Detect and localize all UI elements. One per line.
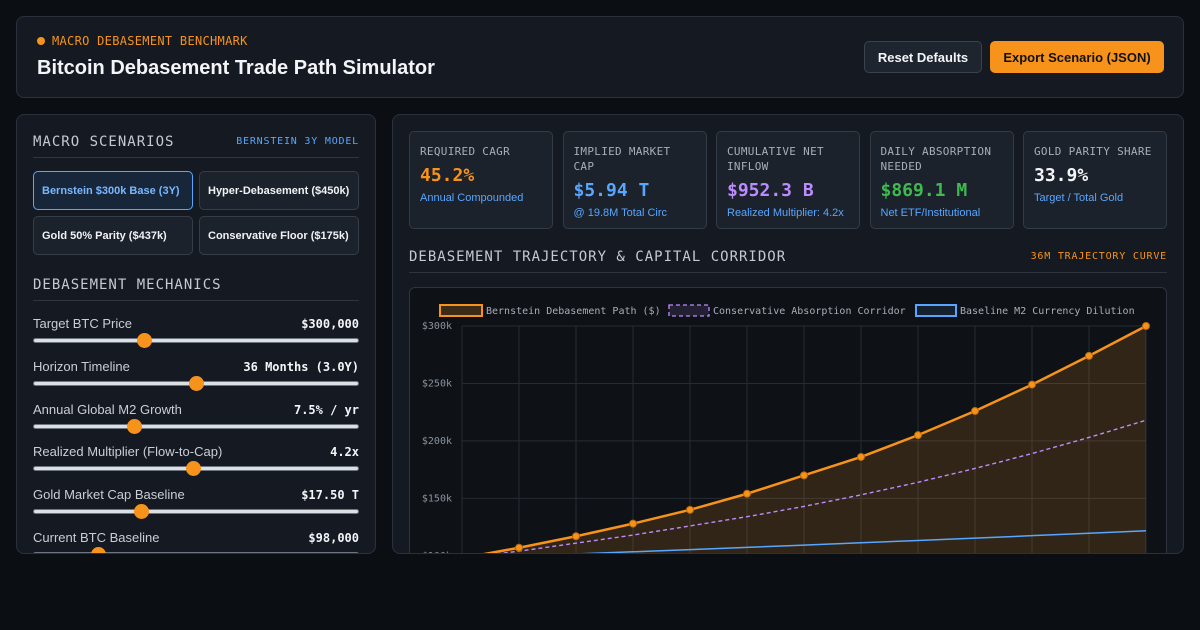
slider-realized-multiplier: Realized Multiplier (Flow-to-Cap) 4.2x (33, 444, 359, 478)
slider-label: Current BTC Baseline (33, 530, 160, 545)
slider-label: Gold Market Cap Baseline (33, 487, 185, 503)
data-point-bernstein (515, 543, 523, 552)
slider-current-btc-baseline: Current BTC Baseline $98,000 (33, 530, 359, 553)
y-tick-label: $200k (422, 436, 452, 447)
kpi-cumulative-net-inflow: CUMULATIVE NET INFLOW $952.3 B Realized Mu… (716, 131, 860, 229)
slider-value: $98,000 (308, 531, 359, 545)
kpi-label: GOLD PARITY SHARE (1034, 145, 1152, 158)
slider-thumb[interactable] (185, 461, 201, 477)
data-point-bernstein (914, 431, 922, 440)
slider-value: $17.50 T (301, 488, 359, 503)
kpi-label: IMPLIED MARKET CAP (573, 145, 671, 173)
legend-m2-dilution-swatch (915, 304, 957, 317)
kpi-subtext: Annual Compounded (420, 192, 524, 204)
kpi-value: 45.2% (420, 165, 475, 186)
slider-horizon-timeline: Horizon Timeline 36 Months (3.0Y) (33, 359, 359, 393)
scenario-conservative-floor[interactable]: Conservative Floor ($175k) (199, 216, 359, 255)
y-tick-label: $250k (422, 378, 452, 389)
slider-thumb[interactable] (133, 504, 149, 520)
kpi-subtext: Realized Multiplier: 4.2x (727, 207, 844, 219)
kpi-subtext: Net ETF/Institutional (880, 207, 981, 219)
data-point-bernstein (572, 532, 580, 541)
y-tick-label: $100k (422, 551, 452, 554)
data-point-bernstein (857, 452, 865, 461)
reset-defaults-button[interactable]: Reset Defaults (864, 41, 982, 73)
chart-section-tag: 36M TRAJECTORY CURVE (1030, 251, 1167, 262)
legend-conservative-swatch (668, 304, 710, 317)
slider-value: 4.2x (330, 445, 359, 460)
slider-label: Annual Global M2 Growth (33, 401, 182, 417)
slider-track[interactable] (33, 338, 359, 343)
data-point-bernstein (743, 489, 751, 498)
kpi-label: DAILY ABSORPTION NEEDED (880, 145, 992, 173)
chart-section-title: DEBASEMENT TRAJECTORY & CAPITAL CORRIDOR (409, 249, 787, 265)
trajectory-chart: $300k $250k $200k $150k $100k Bernstein Debas… (409, 287, 1167, 554)
slider-global-m2-growth: Annual Global M2 Growth 7.5% / yr (33, 402, 359, 436)
kpi-value: $952.3 B (727, 180, 814, 201)
data-point-bernstein (1142, 322, 1150, 330)
y-tick-label: $300k (422, 321, 452, 332)
slider-label: Target BTC Price (33, 316, 132, 331)
scenario-gold-parity[interactable]: Gold 50% Parity ($437k) (33, 216, 193, 255)
series-line-m2-dilution (581, 529, 1147, 553)
kpi-value: 33.9% (1034, 165, 1089, 186)
chart-heading: DEBASEMENT TRAJECTORY & CAPITAL CORRIDOR… (409, 249, 1167, 273)
kpi-daily-absorption: DAILY ABSORPTION NEEDED $869.1 M Net ETF/I… (869, 131, 1014, 229)
export-scenario-button[interactable]: Export Scenario (JSON) (990, 41, 1164, 73)
kpi-value: $5.94 T (573, 180, 650, 201)
slider-label: Realized Multiplier (Flow-to-Cap) (33, 444, 223, 460)
kpi-implied-market-cap: IMPLIED MARKET CAP $5.94 T @ 19.8M Total C… (562, 131, 707, 229)
slider-value: 36 Months (3.0Y) (243, 359, 359, 374)
legend-bernstein-label: Bernstein Debasement Path ($) (486, 306, 661, 317)
header-kicker: MACRO DEBASEMENT BENCHMARK (37, 34, 248, 48)
data-point-bernstein (971, 407, 979, 416)
slider-label: Horizon Timeline (33, 358, 130, 374)
slider-thumb[interactable] (189, 375, 204, 391)
page-title: Bitcoin Debasement Trade Path Simulator (37, 57, 435, 79)
scenarios-title: MACRO SCENARIOS (33, 134, 175, 150)
results-panel: REQUIRED CAGR 45.2% Annual Compounded IMPLI… (392, 114, 1184, 554)
slider-track[interactable] (33, 552, 359, 553)
controls-panel: MACRO SCENARIOS BERNSTEIN 3Y MODEL Berns… (16, 114, 376, 554)
legend-conservative-label: Conservative Absorption Corridor (713, 306, 906, 317)
slider-value: 7.5% / yr (293, 402, 359, 417)
scenarios-model-tag: BERNSTEIN 3Y MODEL (236, 136, 359, 147)
kpi-value: $869.1 M (880, 180, 968, 201)
data-point-bernstein (1085, 351, 1093, 360)
trajectory-chart-svg: $300k $250k $200k $150k $100k Bernstein Debas… (422, 304, 1150, 554)
kpi-gold-parity-share: GOLD PARITY SHARE 33.9% Target / Total Gol… (1023, 131, 1167, 229)
status-dot-icon (37, 37, 45, 45)
data-point-bernstein (1028, 380, 1036, 389)
legend-bernstein-swatch (439, 304, 483, 317)
slider-track[interactable] (33, 423, 359, 429)
slider-target-btc-price: Target BTC Price $300,000 (33, 316, 359, 350)
kpi-subtext: Target / Total Gold (1034, 192, 1124, 204)
slider-value: $300,000 (301, 317, 359, 331)
scenario-bernstein-base[interactable]: Bernstein $300k Base (3Y) (33, 171, 193, 210)
slider-thumb[interactable] (127, 418, 143, 434)
data-point-bernstein (629, 519, 637, 528)
y-tick-label: $150k (422, 493, 452, 504)
kicker-label: MACRO DEBASEMENT BENCHMARK (52, 34, 248, 48)
scenarios-heading: MACRO SCENARIOS BERNSTEIN 3Y MODEL (33, 134, 359, 158)
slider-thumb[interactable] (91, 547, 107, 553)
slider-gold-market-cap: Gold Market Cap Baseline $17.50 T (33, 487, 359, 521)
slider-track[interactable] (33, 509, 359, 515)
slider-thumb[interactable] (136, 333, 152, 348)
kpi-subtext: @ 19.8M Total Circ (573, 207, 668, 219)
legend-m2-dilution-label: Baseline M2 Currency Dilution (960, 306, 1135, 317)
data-point-bernstein (800, 471, 808, 480)
app-header: MACRO DEBASEMENT BENCHMARK Bitcoin Debas… (16, 16, 1184, 98)
bernstein-path-area (490, 326, 1146, 553)
series-line-conservative-corridor (498, 419, 1147, 553)
kpi-required-cagr: REQUIRED CAGR 45.2% Annual Compounded (409, 131, 553, 229)
kpi-label: CUMULATIVE NET INFLOW (727, 145, 824, 173)
data-point-bernstein (686, 505, 694, 514)
mechanics-title: DEBASEMENT MECHANICS (33, 277, 222, 293)
mechanics-heading: DEBASEMENT MECHANICS (33, 277, 359, 301)
kpi-label: REQUIRED CAGR (420, 145, 510, 158)
scenario-hyper-debasement[interactable]: Hyper-Debasement ($450k) (199, 171, 359, 210)
